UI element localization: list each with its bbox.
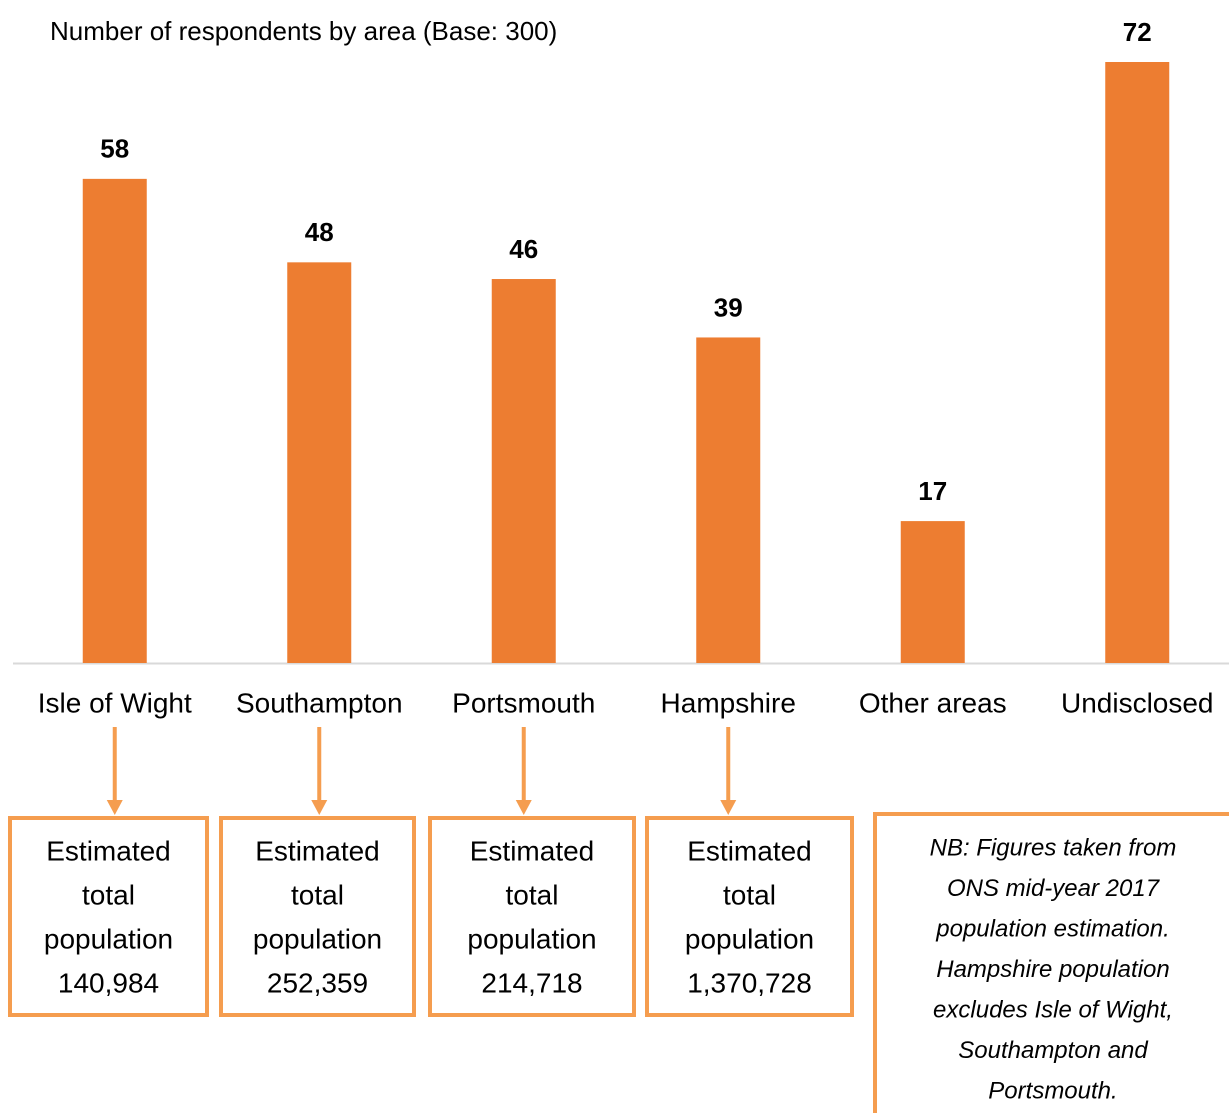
population-text: total [291, 879, 344, 910]
bar [491, 279, 556, 663]
bar [696, 337, 761, 663]
value-label: 17 [918, 476, 947, 506]
population-text: total [506, 879, 559, 910]
population-text: Estimated [470, 835, 595, 866]
population-text: Estimated [255, 835, 380, 866]
x-tick-label: Hampshire [661, 687, 796, 718]
x-tick-label: Portsmouth [452, 687, 595, 718]
bar [82, 178, 147, 663]
chart-title: Number of respondents by area (Base: 300… [50, 16, 557, 46]
arrow-head [515, 800, 532, 815]
population-text: Estimated [687, 835, 812, 866]
value-label: 39 [714, 292, 743, 322]
x-tick-label: Undisclosed [1061, 687, 1214, 718]
population-text: population [253, 923, 382, 954]
note-text: population estimation. [935, 915, 1169, 942]
population-text: 252,359 [267, 967, 368, 998]
arrow-head [720, 800, 737, 815]
x-tick-label: Other areas [859, 687, 1007, 718]
note-text: Portsmouth. [988, 1077, 1117, 1104]
x-tick-label: Southampton [236, 687, 403, 718]
population-text: population [467, 923, 596, 954]
bar [1105, 62, 1170, 663]
value-label: 72 [1123, 17, 1152, 47]
note-text: Southampton and [958, 1037, 1148, 1064]
note-text: excludes Isle of Wight, [933, 996, 1173, 1023]
x-tick-label: Isle of Wight [38, 687, 192, 718]
population-text: Estimated [46, 835, 171, 866]
note-text: NB: Figures taken from [930, 834, 1177, 861]
population-text: population [685, 923, 814, 954]
note-text: ONS mid-year 2017 [947, 875, 1161, 902]
value-label: 46 [509, 234, 538, 264]
bar [900, 521, 965, 663]
value-label: 48 [305, 217, 334, 247]
note-text: Hampshire population [936, 956, 1169, 983]
population-text: 214,718 [481, 967, 582, 998]
population-text: 140,984 [58, 967, 159, 998]
value-label: 58 [100, 134, 129, 164]
population-box [428, 816, 636, 1017]
population-text: population [44, 923, 173, 954]
arrow-head [311, 800, 328, 815]
arrow-head [106, 800, 123, 815]
bar [287, 262, 352, 663]
note-box [873, 812, 1229, 1113]
population-box [8, 816, 209, 1017]
population-box [645, 816, 854, 1017]
population-box [219, 816, 416, 1017]
population-text: total [723, 879, 776, 910]
population-text: 1,370,728 [687, 967, 812, 998]
population-text: total [82, 879, 135, 910]
